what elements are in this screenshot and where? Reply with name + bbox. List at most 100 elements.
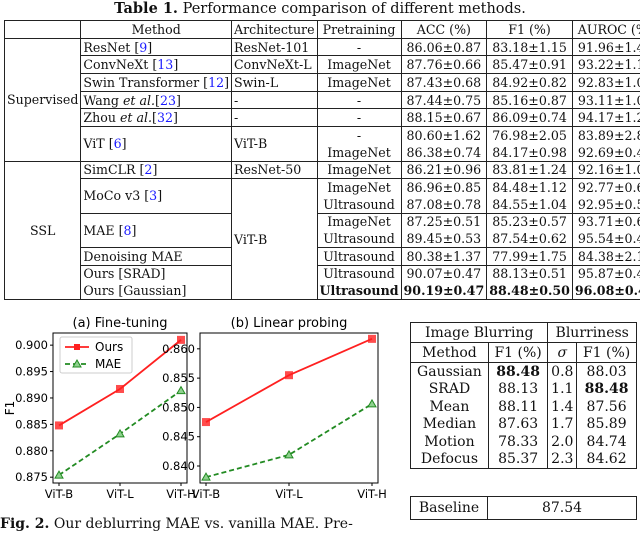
table-row: Wang et al.[23] - -87.44±0.75 85.16±0.87 93.… [5, 90, 640, 109]
acc-value: 90.19±0.47 [403, 283, 485, 299]
acc-cell: 87.43±0.68 [400, 73, 488, 92]
baseline-table: Baseline 87.54 [410, 496, 637, 520]
acc-cell: 80.60±1.62 [400, 126, 488, 144]
f1-cell: 86.09±0.74 [486, 108, 573, 127]
pre-cell: - [316, 37, 402, 56]
citation-link[interactable]: [32] [152, 110, 178, 126]
citation-link[interactable]: [2] [139, 162, 158, 178]
pre-cell: Ultrasound [316, 282, 402, 300]
table-row: MoCo v3 [3] ViT-B ImageNet 86.96±0.85 84.48±… [5, 178, 640, 300]
citation-number[interactable]: 13 [157, 57, 174, 73]
table-row: Zhou et al.[32] - -88.15±0.67 86.09±0.74 94.… [5, 108, 640, 127]
data-point-square [55, 421, 63, 430]
method-cell: ConvNeXt [13] [80, 55, 233, 74]
y-tick-label: 0.855 [162, 371, 195, 385]
group-label: SSL [3, 160, 82, 300]
auroc-cell: 95.54±0.46 [571, 230, 640, 248]
auroc-value: 96.08±0.41 [574, 283, 640, 299]
pre-cell: Ultrasound [316, 230, 402, 248]
auroc-cell: 93.71±0.60 [571, 212, 640, 231]
y-tick-label: 0.900 [15, 338, 48, 352]
method-name: ResNet [83, 39, 135, 55]
method-cell: Ours [Gaussian] [80, 282, 233, 300]
method-name: MAE [83, 222, 119, 238]
citation-number[interactable]: 6 [113, 136, 122, 152]
f1-cell: 84.92±0.82 [486, 73, 573, 92]
auroc-cell: 92.77±0.67 [571, 178, 640, 196]
f1-cell: 76.98±2.05 [486, 126, 573, 144]
citation-number[interactable]: 23 [159, 92, 176, 108]
header-1: Method [80, 20, 233, 39]
citation-number[interactable]: 12 [208, 74, 225, 90]
method-name: Wang [83, 92, 123, 108]
cell: 1.4 [547, 398, 578, 416]
y-tick-label: 0.860 [162, 342, 195, 356]
x-tick-label: ViT-H [357, 487, 387, 501]
cell-value: 2.3 [551, 451, 574, 468]
fig-label: Fig. 2. [0, 516, 50, 532]
legend-marker [74, 344, 80, 350]
baseline-value: 87.54 [487, 496, 637, 520]
cell: 88.03 [576, 362, 637, 381]
citation-number[interactable]: 9 [139, 39, 148, 55]
pre-cell: Ultrasound [316, 195, 402, 214]
method-name: MoCo v3 [83, 188, 145, 204]
auroc-cell: 94.17±1.21 [571, 108, 640, 127]
table-row: Defocus 85.37 2.3 84.62 [410, 450, 637, 469]
citation-link[interactable]: [23] [155, 92, 181, 108]
acc-cell: 89.45±0.53 [400, 230, 488, 248]
citation-number[interactable]: 8 [123, 222, 132, 238]
cell: 85.89 [576, 415, 637, 433]
citation-number[interactable]: 32 [156, 110, 173, 126]
cell-value: 0.8 [551, 363, 574, 380]
auroc-cell: 92.16±1.08 [571, 160, 640, 179]
auroc-cell: 93.22±1.10 [571, 55, 640, 74]
method-name: ViT [83, 136, 109, 152]
acc-cell: 90.19±0.47 [400, 282, 488, 300]
data-point-triangle [115, 428, 125, 438]
header-3: Pretraining [316, 20, 402, 39]
citation-link[interactable]: [12] [203, 74, 230, 90]
cell-value: Mean [429, 398, 470, 415]
cell-value: 87.56 [586, 398, 627, 415]
f1-cell: 85.47±0.91 [486, 55, 573, 74]
citation-number[interactable]: 3 [149, 188, 158, 204]
method-name: Denoising MAE [83, 248, 183, 264]
method-name: Swin Transformer [83, 74, 204, 90]
method-name: SimCLR [83, 162, 140, 178]
pre-cell: Ultrasound [316, 246, 402, 266]
pre-cell: - [316, 126, 402, 144]
architecture-cell: - [231, 108, 318, 127]
cell-value: 88.13 [498, 381, 539, 398]
cell: 2.3 [547, 450, 578, 469]
pre-cell: ImageNet [316, 73, 402, 92]
pre-cell: ImageNet [316, 160, 402, 179]
cell-value: Motion [424, 433, 475, 450]
column-header: F1 (%) [487, 342, 549, 363]
cell-value: 88.03 [586, 363, 627, 380]
f1-cell: 88.48±0.50 [486, 282, 573, 300]
table-row: Median 87.63 1.7 85.89 [410, 415, 637, 433]
cell: 88.11 [487, 398, 549, 416]
pre-cell: - [316, 90, 402, 109]
f1-line-charts: (a) Fine-tuning F1 0.875 0.880 0.885 0.890 0.8… [3, 316, 387, 501]
pre-cell: ImageNet [316, 143, 402, 161]
acc-cell: 87.44±0.75 [400, 90, 488, 109]
citation-link[interactable]: [13] [152, 57, 179, 73]
cell-value: 88.48 [584, 381, 629, 398]
acc-cell: 86.06±0.87 [400, 37, 488, 56]
cell: Motion [410, 433, 489, 451]
cell: 87.63 [487, 415, 549, 433]
method-name: Ours [Gaussian] [83, 283, 187, 299]
y-tick-label: 0.850 [162, 400, 195, 414]
citation-link[interactable]: [8] [118, 222, 137, 238]
citation-number[interactable]: 2 [144, 162, 153, 178]
table-row: Supervised ResNet [9] ResNet-101-86.06±0.8… [3, 37, 640, 161]
cell-value: 87.63 [498, 416, 539, 433]
y-tick-label: 0.875 [15, 470, 48, 484]
citation-link[interactable]: [6] [108, 136, 127, 152]
citation-link[interactable]: [3] [144, 188, 163, 204]
citation-link[interactable]: [9] [134, 39, 153, 55]
cell-value: 1.1 [551, 381, 574, 398]
method-cell: MAE [8] [80, 212, 233, 248]
